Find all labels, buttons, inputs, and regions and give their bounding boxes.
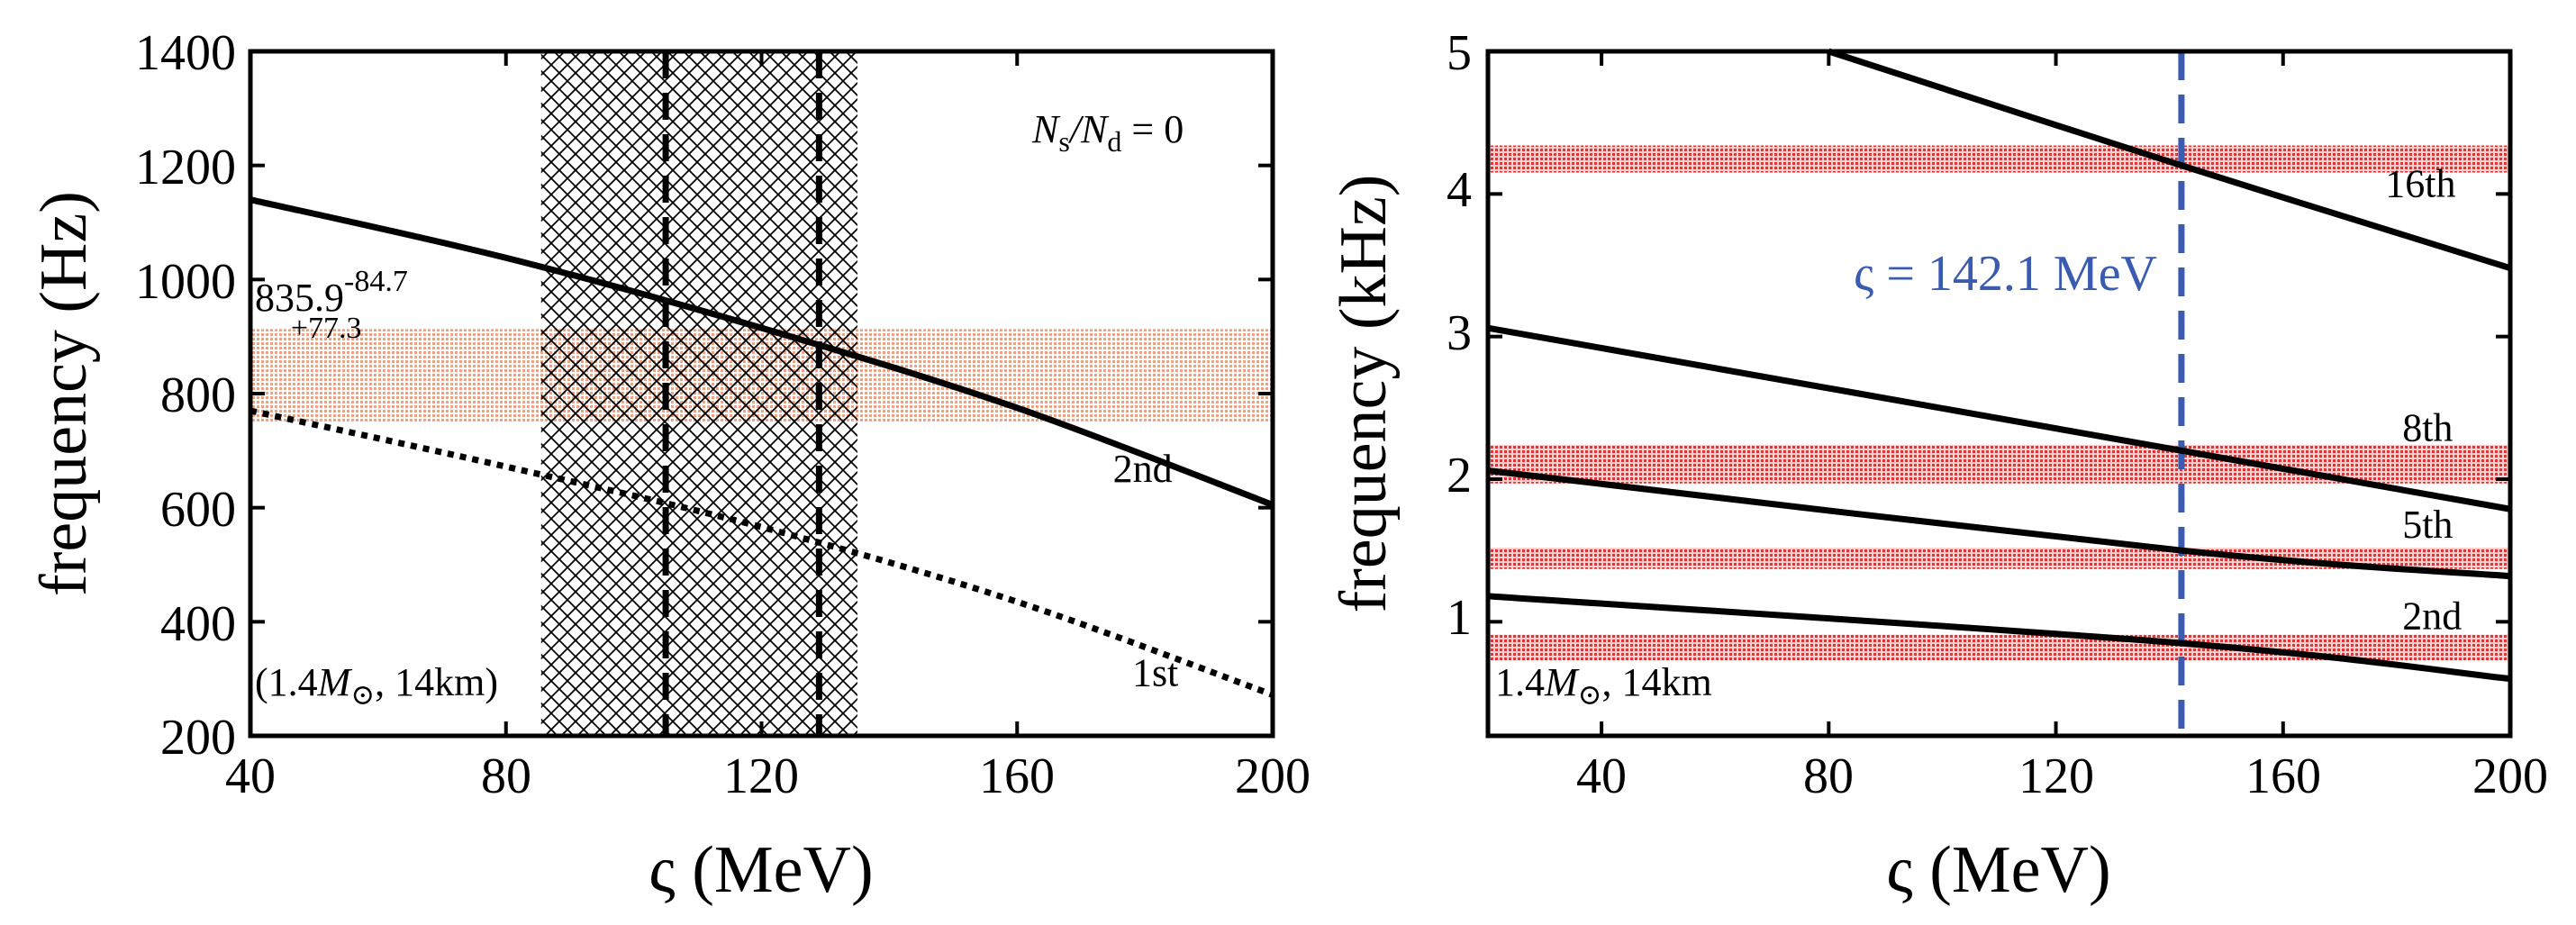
series-16th-line [1828, 48, 2512, 272]
left-y-tick-label: 400 [160, 596, 236, 652]
right-y-axis-title: frequency (kHz) [1327, 175, 1401, 613]
right-y-tick-label: 2 [1447, 448, 1472, 503]
right-x-tick-label: 40 [1576, 748, 1627, 804]
star-params-annotation: 1.4M⊙, 14km [1495, 660, 1712, 711]
left-x-tick-label: 80 [481, 748, 531, 804]
right-y-tick-label: 4 [1447, 162, 1472, 218]
right-chart-panel: 40 80 120 160 200 1 2 3 4 5 ς (MeV) freq… [1327, 25, 2548, 907]
series-2nd-line [1487, 593, 2511, 683]
left-y-tick-label: 600 [160, 482, 236, 538]
series-5th-line [1487, 467, 2511, 580]
right-x-tick-label: 120 [2018, 748, 2094, 804]
right-x-axis-title: ς (MeV) [1886, 833, 2110, 907]
band-value-annotation: 835.9-84.7 +77.3 [255, 265, 408, 345]
ratio-annotation: Ns/Nd = 0 [1031, 107, 1184, 158]
series-8th-line [1487, 324, 2511, 512]
mode-label: 8th [2402, 405, 2453, 449]
observed-band-16th [1488, 145, 2510, 173]
left-x-tick-label: 200 [1235, 748, 1311, 804]
mode-label: 2nd [2402, 594, 2462, 638]
series-1st-dotted-line [249, 407, 1274, 698]
mode-label: 2nd [1113, 447, 1173, 491]
left-y-axis-title: frequency (Hz) [27, 191, 101, 596]
left-tick-marks [249, 50, 1274, 738]
left-x-tick-label: 120 [723, 748, 799, 804]
vline-value-label: ς = 142.1 MeV [1854, 246, 2157, 302]
observed-band-2nd [1488, 634, 2510, 661]
mode-label: 5th [2402, 503, 2453, 547]
right-y-tick-label: 5 [1447, 25, 1472, 81]
observed-band-8th [1488, 445, 2510, 484]
left-y-tick-label: 200 [160, 710, 236, 766]
constraint-hatched-region [540, 51, 857, 736]
left-x-axis-title: ς (MeV) [649, 833, 873, 907]
left-y-tick-label: 1000 [135, 254, 236, 310]
left-y-tick-label: 800 [160, 367, 236, 423]
mode-label: 16th [2385, 162, 2455, 206]
right-plot-frame [1485, 49, 2513, 739]
left-chart-panel: 40 80 120 160 200 200 400 600 800 1000 1… [27, 25, 1311, 907]
right-y-tick-label: 3 [1447, 305, 1472, 361]
star-params-annotation: (1.4M⊙, 14km) [255, 660, 498, 711]
right-x-tick-label: 80 [1803, 748, 1854, 804]
left-x-tick-label: 160 [979, 748, 1055, 804]
left-y-tick-label: 1200 [135, 140, 236, 195]
right-x-tick-label: 200 [2472, 748, 2548, 804]
left-x-tick-label: 40 [225, 748, 276, 804]
right-tick-marks [1488, 50, 2512, 736]
mode-label: 1st [1132, 650, 1178, 694]
left-y-tick-label: 1400 [135, 25, 236, 81]
series-2nd-line [249, 196, 1274, 508]
right-x-tick-label: 160 [2245, 748, 2321, 804]
right-y-tick-label: 1 [1447, 590, 1472, 646]
observed-band-5th [1488, 548, 2510, 569]
